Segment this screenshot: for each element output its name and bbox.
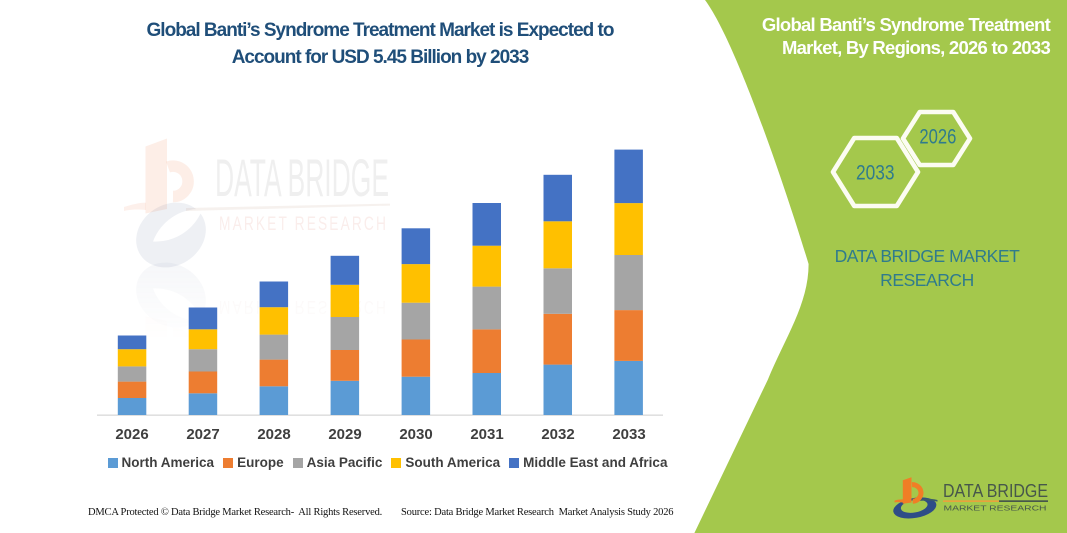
svg-text:MARKET RESEARCH: MARKET RESEARCH [219,213,388,235]
svg-text:DATA BRIDGE: DATA BRIDGE [215,149,389,208]
svg-text:2033: 2033 [856,162,895,185]
svg-text:MARKET RESEARCH: MARKET RESEARCH [219,297,388,318]
svg-text:2026: 2026 [919,126,956,149]
svg-text:DATA BRIDGE: DATA BRIDGE [943,480,1048,501]
svg-text:MARKET RESEARCH: MARKET RESEARCH [944,504,1047,513]
